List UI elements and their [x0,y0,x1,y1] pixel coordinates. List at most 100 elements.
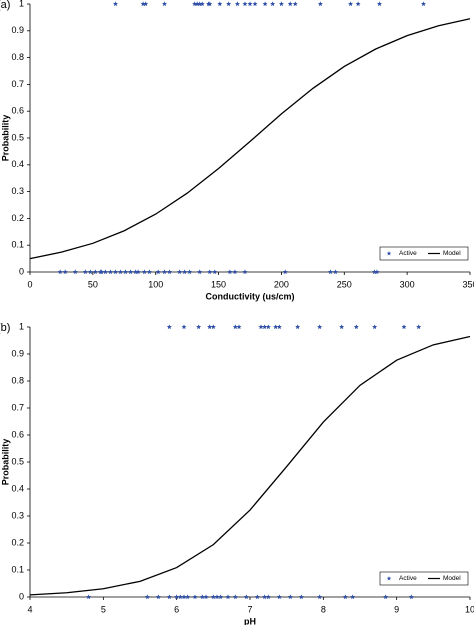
active-point [350,594,356,600]
active-point [174,594,180,600]
active-point [232,269,238,275]
active-point [141,269,147,275]
active-point [298,594,304,600]
active-point [317,594,323,600]
y-tick-label: 0.2 [11,213,24,223]
panel-label: (a) [0,0,10,11]
active-point [374,269,380,275]
x-tick-label: 150 [211,279,226,289]
active-point [247,1,253,7]
active-point [166,594,172,600]
y-tick-label: 0.6 [11,429,24,439]
active-point [232,324,238,330]
active-point [133,269,139,275]
active-point [227,269,233,275]
active-point [181,594,187,600]
active-point [144,594,150,600]
active-point [135,269,141,275]
active-point [282,269,288,275]
active-point [377,1,382,7]
x-tick-label: 6 [174,604,179,614]
active-point [333,269,338,275]
active-point [371,269,377,275]
active-point [177,269,183,275]
y-tick-label: 0.4 [11,483,24,493]
active-point [295,324,301,330]
legend-label: Model [443,575,461,582]
active-point [225,594,231,600]
active-point [276,324,282,330]
active-point [262,1,268,7]
active-point [92,269,98,275]
active-point [181,324,187,330]
active-point [265,324,271,330]
active-point [317,324,323,330]
active-point [187,269,193,275]
active-point [167,269,173,275]
active-point [270,1,276,7]
active-point [292,1,298,7]
x-tick-label: 350 [462,279,474,289]
active-point [155,269,161,275]
active-point [317,1,323,7]
active-point [155,594,161,600]
active-point [199,1,205,7]
y-tick-label: 0.7 [11,79,24,89]
panel: (a) 0 0.1 0.2 0.3 0.4 0.5 0.6 0.7 0.8 0.9 1 0 50 100 15… [0,0,474,301]
y-tick-label: 0.9 [11,348,24,358]
legend: Active Model [379,571,469,586]
active-point [408,594,414,600]
active-point [262,324,268,330]
x-tick-label: 300 [400,279,415,289]
y-tick-label: 0.4 [11,159,24,169]
y-tick-label: 0.7 [11,402,24,412]
active-point [166,324,172,330]
x-tick-label: 4 [27,604,32,614]
active-point [242,1,248,7]
y-tick-label: 0.5 [11,456,24,466]
x-tick-label: 7 [247,604,252,614]
model-line [29,335,471,596]
active-point [236,324,242,330]
legend-label: Model [443,250,461,257]
y-tick-label: 0.1 [11,240,24,250]
active-point [86,594,92,600]
active-point [128,269,134,275]
y-tick-label: 0 [19,266,24,276]
active-point [234,1,240,7]
x-tick-label: 200 [274,279,289,289]
active-point [123,269,129,275]
active-point [113,1,118,7]
y-tick-label: 0.8 [11,52,24,62]
y-tick-label: 0.5 [11,132,24,142]
legend: Active Model [379,246,469,261]
active-point [254,594,260,600]
active-point [265,594,271,600]
legend-label: Active [399,250,417,257]
active-point [207,324,213,330]
active-point [273,324,279,330]
legend-box [379,246,469,261]
active-point [421,1,426,7]
active-point [57,269,63,275]
active-point [102,269,108,275]
y-axis-label: Probability [0,115,10,162]
legend-marker [386,576,392,581]
x-axis-label: pH [244,616,256,625]
active-point [182,269,188,275]
x-tick-label: 10 [465,604,474,614]
active-point [162,1,167,7]
y-tick-label: 0.3 [11,186,24,196]
active-point [192,594,198,600]
active-point [197,1,203,7]
x-axis-label: Conductivity (us/cm) [205,291,294,301]
active-point [218,594,224,600]
active-point [226,1,232,7]
active-point [287,594,293,600]
active-point [214,594,220,600]
active-point [87,269,93,275]
active-point [140,1,146,7]
active-point [383,594,389,600]
active-point [118,269,123,275]
